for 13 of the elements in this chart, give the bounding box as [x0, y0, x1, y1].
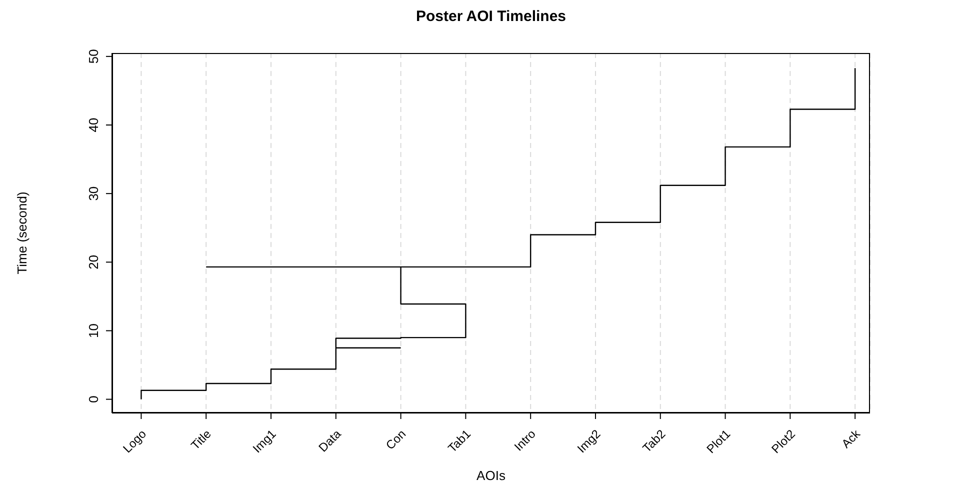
x-axis-title: AOIs — [476, 468, 506, 483]
x-tick-label: Ack — [838, 426, 864, 451]
y-tick-label: 20 — [86, 254, 101, 270]
chart-title: Poster AOI Timelines — [414, 8, 568, 25]
x-tick-label: Title — [188, 426, 214, 452]
y-tick-label: 0 — [86, 396, 101, 403]
y-tick-label: 10 — [86, 323, 101, 338]
y-axis-title: Time (second) — [14, 192, 30, 274]
x-tick-label: Con — [383, 426, 409, 452]
y-tick-label: 30 — [86, 186, 101, 201]
y-tick-label: 50 — [86, 49, 101, 64]
x-tick-label: Intro — [511, 426, 539, 454]
y-tick-label: 40 — [86, 118, 101, 132]
